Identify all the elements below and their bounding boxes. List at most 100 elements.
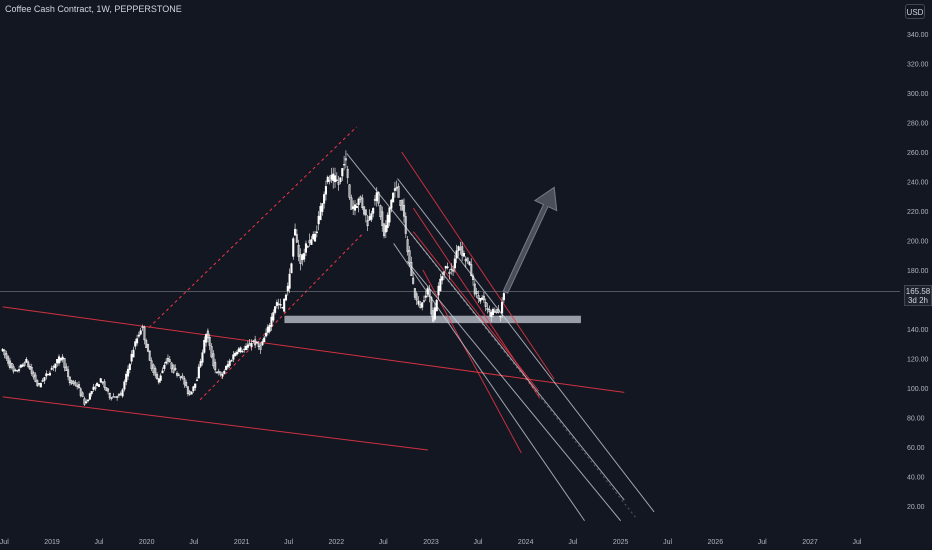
candle-body bbox=[442, 271, 446, 275]
x-tick-label: 2019 bbox=[44, 539, 60, 546]
x-tick-label: Jul bbox=[663, 539, 672, 546]
candle-body bbox=[330, 174, 333, 180]
candle-body bbox=[235, 351, 239, 355]
candle-body bbox=[63, 358, 66, 368]
candle-body bbox=[136, 338, 139, 344]
candle-body bbox=[87, 399, 90, 402]
candle-body bbox=[130, 353, 133, 362]
candle-body bbox=[203, 339, 206, 353]
candle-body bbox=[484, 302, 487, 307]
support-zone[interactable] bbox=[284, 315, 581, 324]
candle-body bbox=[255, 342, 258, 344]
candle-body bbox=[57, 356, 61, 364]
candle-body bbox=[321, 203, 324, 212]
white-channel-line[interactable] bbox=[346, 153, 625, 501]
candle-body bbox=[148, 350, 151, 361]
candle-body bbox=[92, 386, 95, 390]
candle-body bbox=[335, 179, 338, 181]
red-descending-line[interactable] bbox=[412, 231, 540, 392]
candle-body bbox=[295, 234, 298, 243]
red-dashed-channel-lower-line[interactable] bbox=[199, 232, 364, 401]
candle-body bbox=[112, 396, 115, 398]
y-tick-label: 100.00 bbox=[907, 386, 929, 393]
red-channel-upper-line[interactable] bbox=[2, 306, 625, 393]
candle-body bbox=[190, 391, 193, 395]
candle-body bbox=[85, 401, 88, 403]
x-tick-label: Jul bbox=[189, 539, 198, 546]
red-descending-line[interactable] bbox=[401, 151, 555, 380]
candle-body bbox=[491, 308, 495, 315]
white-channel-line[interactable] bbox=[397, 178, 655, 513]
candle-body bbox=[223, 370, 226, 374]
projection-arrow[interactable] bbox=[502, 186, 558, 294]
red-channel-lower-line[interactable] bbox=[2, 396, 428, 451]
candle-body bbox=[412, 277, 415, 284]
last-price-tag: 165.58 3d 2h bbox=[904, 285, 932, 306]
x-tick-label: 2024 bbox=[518, 539, 534, 546]
y-tick-label: 280.00 bbox=[907, 121, 929, 128]
candle-body bbox=[126, 368, 130, 377]
candle-body bbox=[502, 293, 505, 301]
candle-body bbox=[114, 396, 117, 398]
candle-body bbox=[174, 367, 177, 371]
candle-body bbox=[439, 278, 442, 292]
candle-body bbox=[3, 350, 6, 356]
candle-body bbox=[481, 297, 484, 300]
candle-body bbox=[272, 312, 275, 321]
candle-body bbox=[355, 205, 358, 208]
candle-body bbox=[199, 361, 202, 367]
candle-body bbox=[205, 334, 208, 343]
candle-body bbox=[381, 211, 384, 226]
white-channel-line[interactable] bbox=[393, 243, 585, 522]
y-tick-label: 180.00 bbox=[907, 268, 929, 275]
candle-body bbox=[317, 215, 320, 225]
x-tick-label: 2027 bbox=[802, 539, 818, 546]
candle-body bbox=[156, 374, 159, 380]
red-descending-line[interactable] bbox=[422, 269, 522, 454]
candle-body bbox=[388, 207, 391, 223]
candle-body bbox=[175, 372, 179, 376]
candle-body bbox=[424, 295, 427, 298]
candle-body bbox=[96, 382, 99, 387]
currency-button[interactable]: USD bbox=[905, 4, 925, 19]
candle-body bbox=[61, 356, 64, 360]
candle-body bbox=[192, 386, 195, 391]
candle-body bbox=[470, 264, 473, 276]
candle-body bbox=[106, 388, 110, 392]
candle-body bbox=[341, 168, 344, 177]
candle-body bbox=[421, 302, 424, 308]
candle-body bbox=[210, 346, 213, 358]
x-tick-label: 2020 bbox=[139, 539, 155, 546]
candle-body bbox=[323, 194, 326, 204]
candle-body bbox=[117, 394, 120, 396]
candle-body bbox=[137, 334, 140, 337]
y-tick-label: 220.00 bbox=[907, 209, 929, 216]
y-tick-label: 60.00 bbox=[907, 445, 925, 452]
candle-body bbox=[121, 389, 124, 397]
candle-body bbox=[297, 244, 300, 257]
candle-body bbox=[10, 362, 13, 368]
red-descending-line[interactable] bbox=[412, 207, 541, 399]
candle-body bbox=[477, 295, 480, 300]
candle-body bbox=[393, 188, 396, 191]
candle-body bbox=[41, 380, 44, 382]
y-tick-label: 340.00 bbox=[907, 32, 929, 39]
candle-body bbox=[462, 253, 465, 257]
candle-body bbox=[195, 379, 199, 381]
candle-body bbox=[186, 386, 189, 394]
candle-body bbox=[475, 291, 478, 295]
candle-body bbox=[37, 383, 41, 385]
white-channel-midline[interactable] bbox=[403, 225, 637, 519]
candle-body bbox=[310, 239, 313, 245]
x-tick-label: Jul bbox=[473, 539, 482, 546]
y-tick-label: 20.00 bbox=[907, 504, 925, 511]
candle-body bbox=[56, 359, 59, 364]
red-dashed-channel-upper-line[interactable] bbox=[148, 126, 357, 328]
candle-body bbox=[390, 199, 393, 209]
candle-body bbox=[246, 344, 249, 348]
candle-body bbox=[448, 271, 451, 274]
candle-body bbox=[486, 307, 489, 310]
white-channel-line[interactable] bbox=[406, 260, 622, 522]
y-tick-label: 300.00 bbox=[907, 91, 929, 98]
